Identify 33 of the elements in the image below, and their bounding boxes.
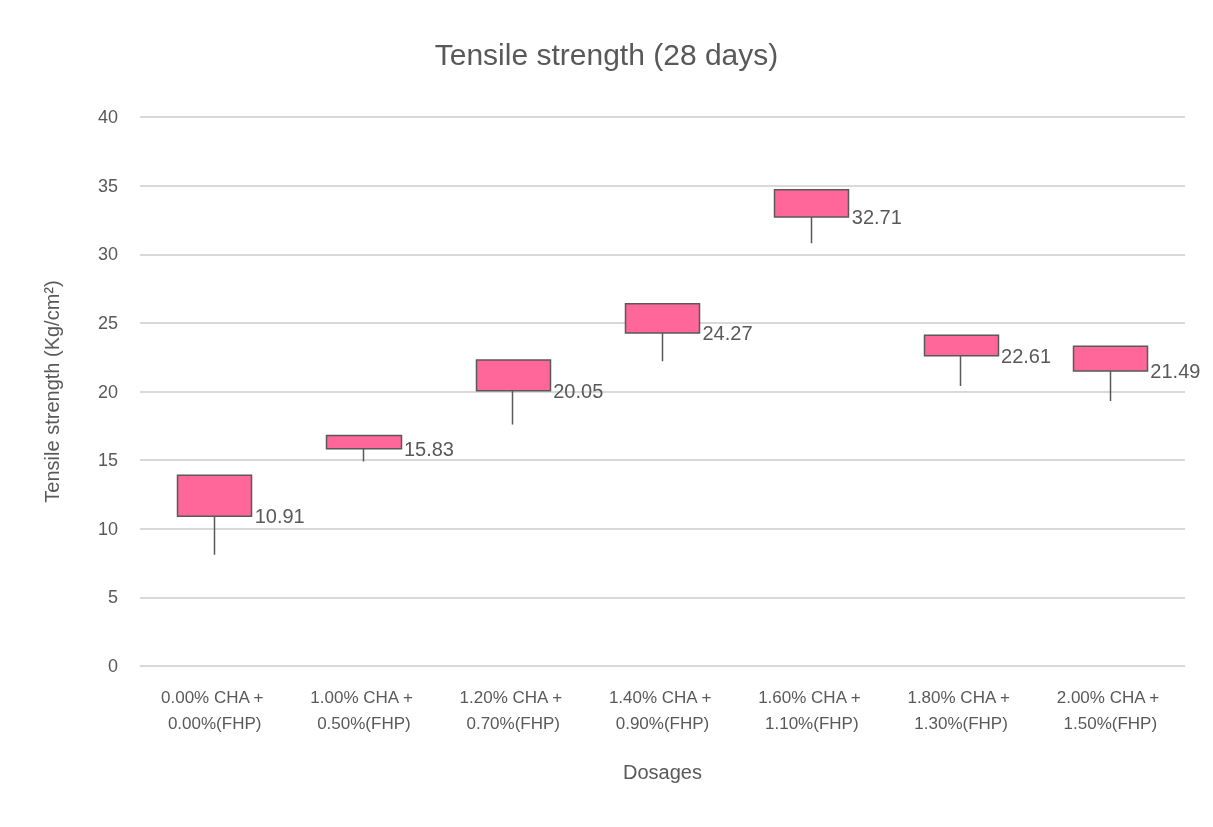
candlestick bbox=[176, 474, 253, 556]
chart-title: Tensile strength (28 days) bbox=[434, 37, 779, 71]
candlestick bbox=[475, 359, 552, 426]
x-tick-label: 2.00% CHA + 1.50%(FHP) bbox=[1056, 687, 1164, 733]
text: 21.49 bbox=[1150, 360, 1201, 383]
y-tick-label: 5 bbox=[107, 587, 118, 608]
y-tick-label: 0 bbox=[107, 656, 118, 676]
x-tick-label: 1.80% CHA + 1.30%(FHP) bbox=[907, 687, 1015, 733]
x-tick-label: 1.40% CHA + 0.90%(FHP) bbox=[608, 687, 717, 733]
y-tick-label: 10 bbox=[97, 518, 118, 539]
y-tick-label: 35 bbox=[97, 175, 118, 196]
text: 22.61 bbox=[1001, 344, 1052, 367]
candlestick bbox=[773, 188, 850, 245]
candlestick bbox=[624, 302, 701, 363]
y-tick-label: 25 bbox=[97, 312, 118, 333]
text: 20.05 bbox=[553, 379, 604, 402]
y-tick-label: 40 bbox=[97, 107, 118, 127]
y-axis-title: Tensile strength (Kg/cm²) bbox=[41, 280, 63, 503]
y-tick-label: 20 bbox=[97, 381, 118, 402]
candlestick bbox=[1072, 345, 1149, 402]
text: 10.91 bbox=[254, 505, 305, 528]
candlestick bbox=[325, 434, 403, 463]
text: 24.27 bbox=[702, 321, 753, 344]
x-axis-title: Dosages bbox=[623, 761, 702, 783]
x-tick-label: 0.00% CHA + 0.00%(FHP) bbox=[161, 687, 269, 733]
x-tick-label: 1.00% CHA + 0.50%(FHP) bbox=[310, 687, 418, 733]
y-tick-label: 15 bbox=[97, 450, 118, 471]
text: 32.71 bbox=[851, 206, 902, 229]
y-tick-label: 30 bbox=[97, 244, 118, 265]
x-tick-label: 1.60% CHA + 1.10%(FHP) bbox=[758, 687, 866, 733]
text: 15.83 bbox=[403, 437, 454, 460]
candlestick bbox=[923, 334, 1000, 387]
x-tick-label: 1.20% CHA + 0.70%(FHP) bbox=[459, 687, 567, 733]
